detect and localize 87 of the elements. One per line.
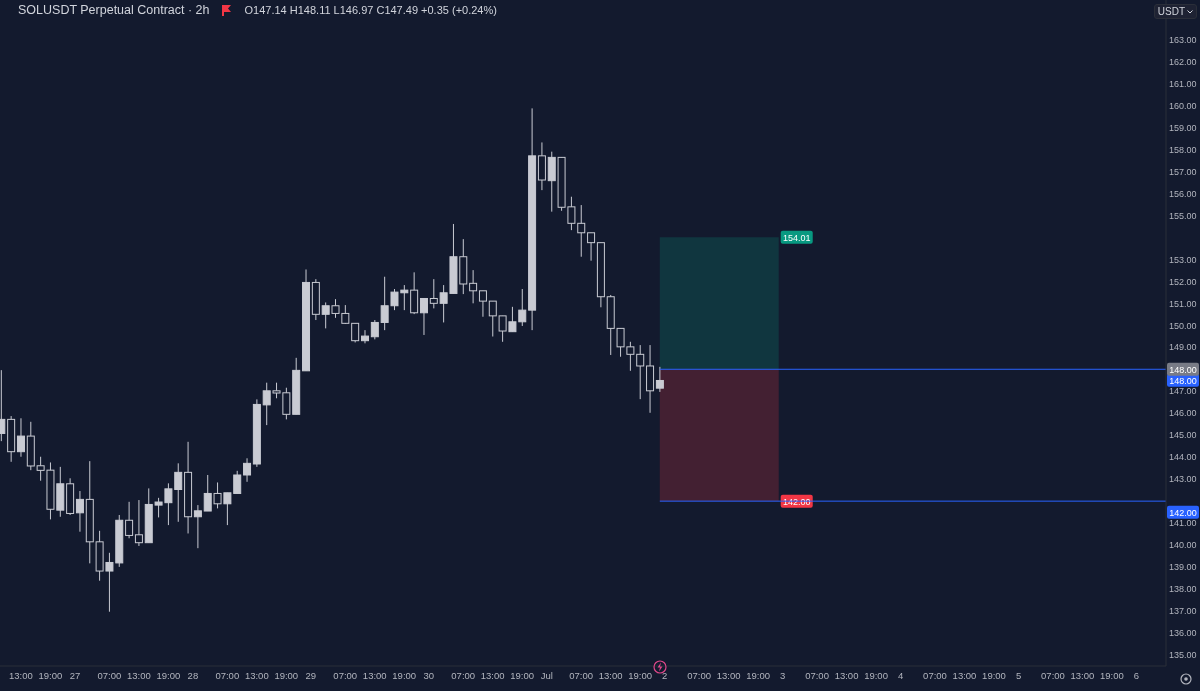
y-tick-label: 143.00 (1169, 474, 1197, 485)
y-tick-label: 160.00 (1169, 100, 1197, 111)
candlestick (193, 504, 202, 549)
candlestick (469, 269, 478, 304)
x-tick-label: 13:00 (244, 669, 269, 681)
y-tick-label: 156.00 (1169, 188, 1197, 199)
x-tick-label: Jul (540, 669, 553, 681)
y-tick-label: 162.00 (1169, 56, 1197, 67)
x-tick-label: 07:00 (923, 669, 947, 681)
y-tick-label: 157.00 (1169, 166, 1197, 177)
y-tick-label: 149.00 (1169, 342, 1197, 353)
x-tick-label: 4 (897, 669, 904, 681)
y-tick-label: 155.00 (1169, 210, 1197, 221)
y-tick-label: 145.00 (1169, 430, 1197, 441)
x-tick-label: 13:00 (480, 669, 505, 681)
x-tick-label: 07:00 (215, 669, 240, 681)
x-tick-label: 13:00 (716, 669, 741, 681)
y-tick-label: 150.00 (1169, 320, 1197, 331)
candlestick (243, 457, 252, 483)
x-tick-label: 29 (305, 669, 317, 681)
x-tick-label: 07:00 (687, 669, 711, 681)
candlestick (361, 329, 369, 344)
x-tick-label: 19:00 (864, 669, 888, 681)
candlestick (410, 271, 419, 315)
candlestick (16, 417, 25, 458)
y-tick-label: 137.00 (1169, 606, 1197, 617)
y-tick-label: 138.00 (1169, 584, 1197, 595)
y-tick-label: 158.00 (1169, 144, 1197, 155)
candlestick (370, 319, 379, 340)
chart-subtitle: O147.14 H148.11 L146.97 C147.49 +0.35 (+0.24%) (244, 4, 497, 16)
x-tick-label: 19:00 (982, 669, 1006, 681)
ref-line-label: 148.00 (1169, 364, 1197, 375)
y-tick-label: 161.00 (1169, 78, 1197, 89)
x-tick-label: 2 (662, 669, 668, 681)
x-tick-label: 19:00 (156, 669, 181, 681)
candlestick (478, 290, 487, 318)
y-tick-label: 139.00 (1169, 562, 1197, 573)
x-tick-label: 13:00 (126, 669, 151, 681)
x-tick-label: 07:00 (569, 669, 594, 681)
x-tick-label: 5 (1015, 669, 1022, 681)
x-tick-label: 07:00 (97, 669, 122, 681)
ref-line-label: 142.00 (1169, 507, 1197, 518)
y-tick-label: 144.00 (1169, 452, 1197, 463)
text: 148.00 (1169, 375, 1197, 386)
y-tick-label: 140.00 (1169, 540, 1197, 551)
x-tick-label: 28 (187, 669, 199, 681)
y-tick-label: 159.00 (1169, 122, 1197, 133)
y-tick-label: 136.00 (1169, 628, 1197, 639)
x-tick-label: 13:00 (598, 669, 623, 681)
y-tick-label: 147.00 (1169, 386, 1197, 397)
candlestick (125, 501, 134, 539)
chart-title: SOLUSDT Perpetual Contract · 2h (18, 3, 210, 17)
y-tick-label: 153.00 (1169, 254, 1197, 265)
x-tick-label: 13:00 (362, 669, 387, 681)
x-tick-label: 07:00 (805, 669, 829, 681)
x-tick-label: 13:00 (834, 669, 859, 681)
x-tick-label: 30 (423, 669, 435, 681)
candlestick (351, 322, 360, 343)
candlestick (75, 490, 84, 533)
x-tick-label: 07:00 (1041, 669, 1065, 681)
x-tick-label: 6 (1133, 669, 1140, 681)
y-tick-label: 163.00 (1169, 34, 1197, 45)
x-tick-label: 19:00 (274, 669, 299, 681)
candlestick (587, 232, 596, 262)
y-tick-label: 146.00 (1169, 408, 1197, 419)
x-tick-label: 07:00 (451, 669, 476, 681)
y-axis-title: USDT (1157, 6, 1185, 17)
x-tick-label: 19:00 (392, 669, 417, 681)
x-tick-label: 13:00 (1070, 669, 1095, 681)
x-tick-label: 19:00 (1100, 669, 1124, 681)
candlestick (655, 366, 664, 393)
y-tick-label: 141.00 (1169, 518, 1197, 529)
x-tick-label: 19:00 (746, 669, 770, 681)
y-tick-label: 151.00 (1169, 298, 1197, 309)
band-label: 154.01 (782, 232, 811, 243)
x-tick-label: 07:00 (333, 669, 358, 681)
candlestick (419, 297, 428, 336)
y-tick-label: 135.00 (1169, 650, 1197, 661)
x-tick-label: 3 (780, 669, 786, 681)
x-tick-label: 19:00 (510, 669, 535, 681)
x-tick-label: 13:00 (9, 669, 33, 681)
candlestick (134, 499, 143, 547)
x-tick-label: 27 (69, 669, 81, 681)
y-tick-label: 152.00 (1169, 276, 1197, 287)
x-tick-label: 19:00 (628, 669, 653, 681)
x-tick-label: 19:00 (38, 669, 63, 681)
x-tick-label: 13:00 (952, 669, 977, 681)
